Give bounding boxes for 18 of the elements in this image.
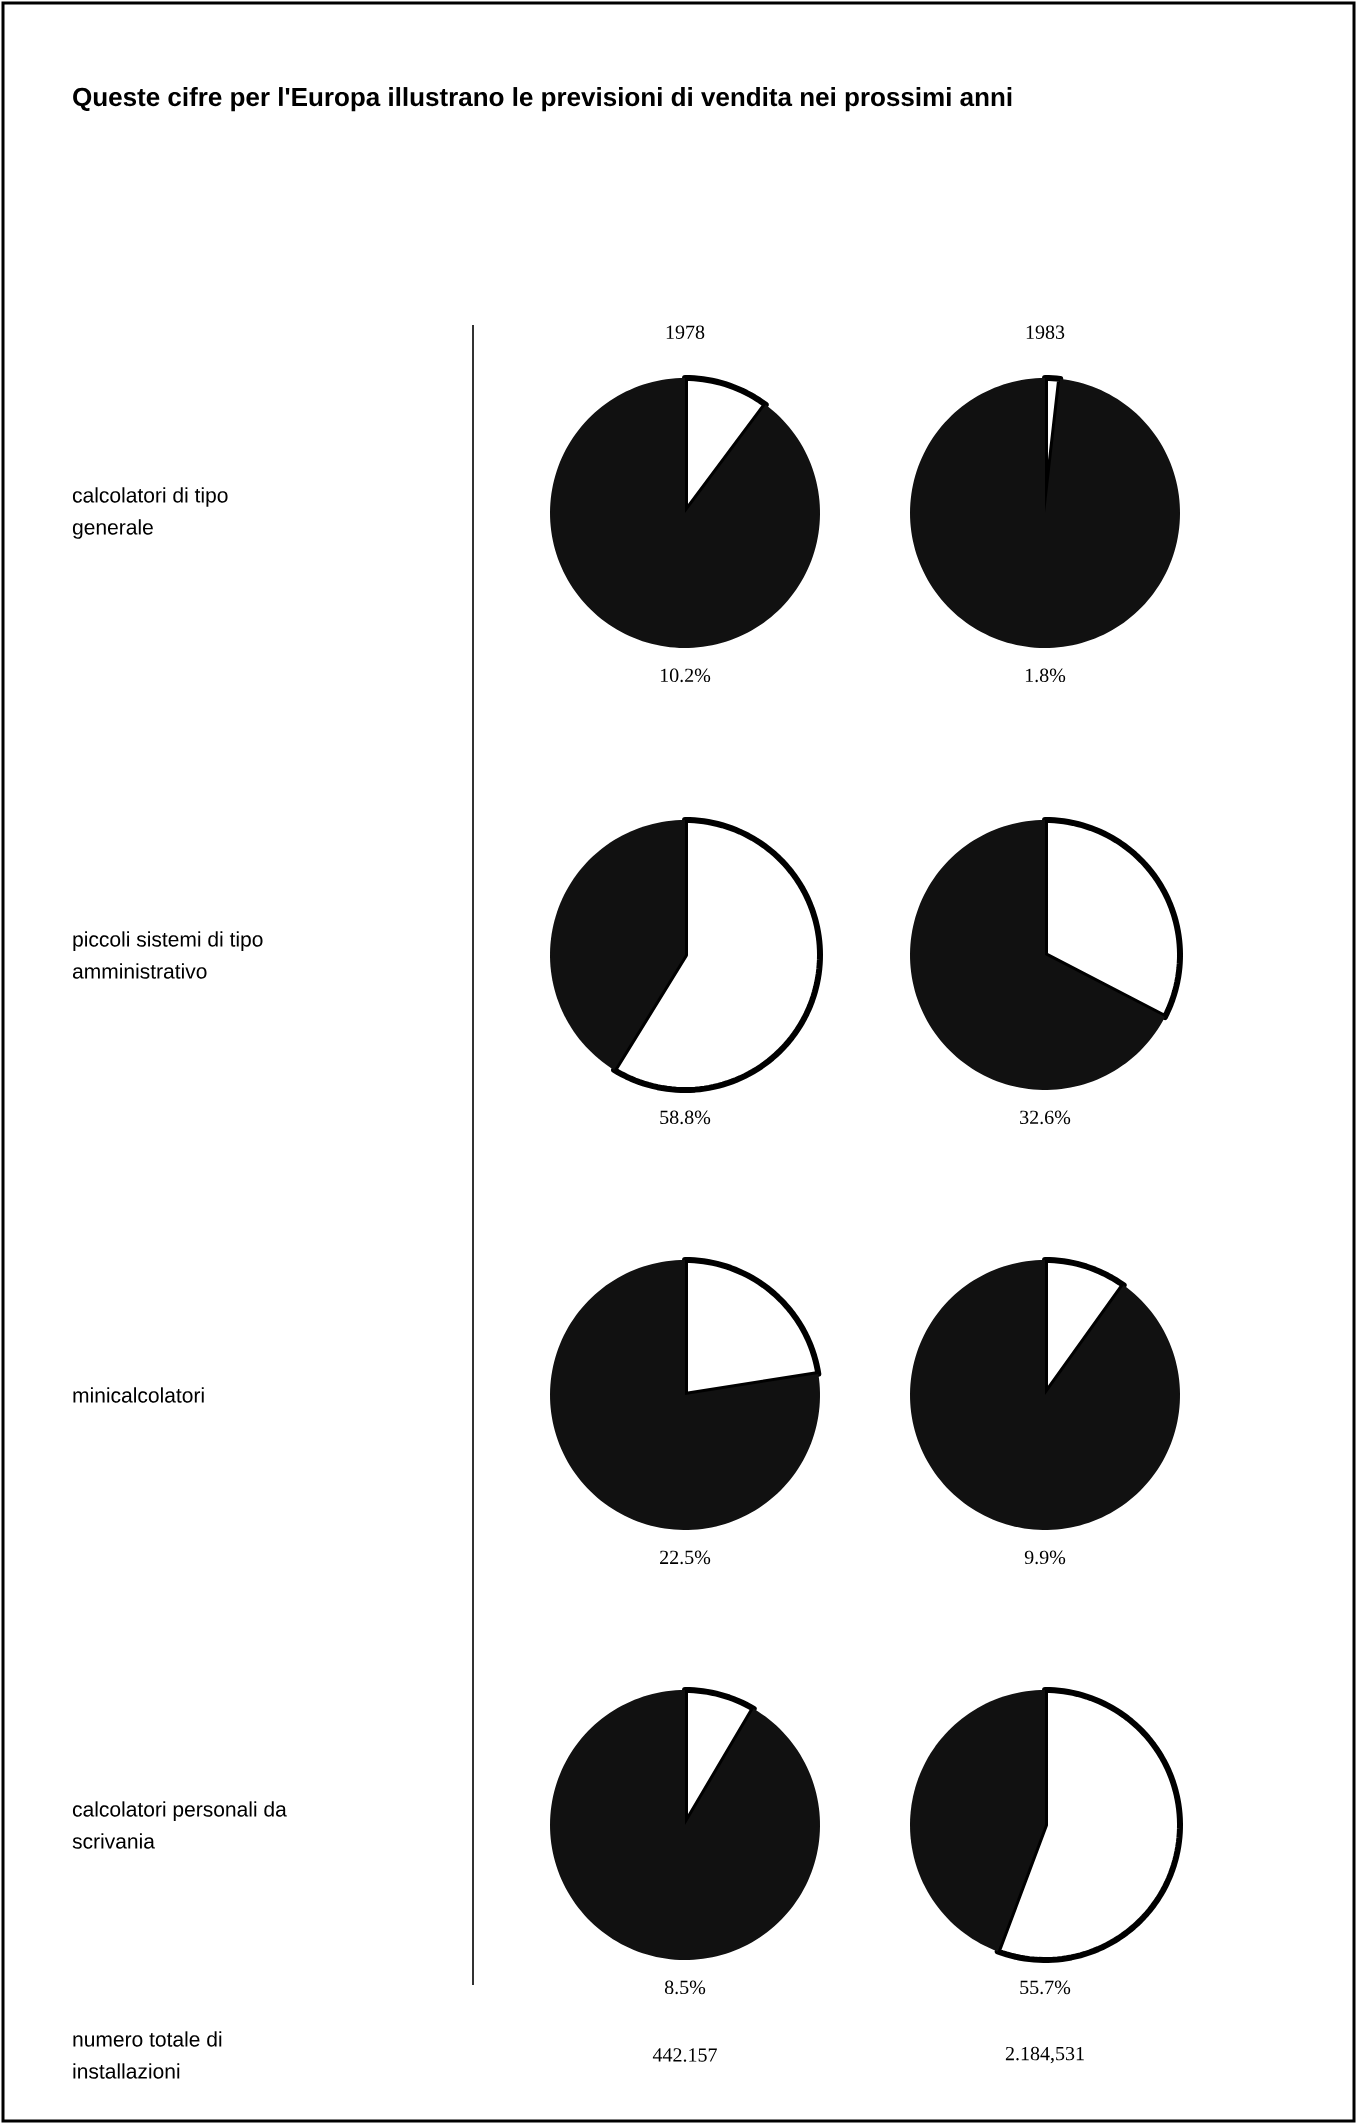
text: calcolatori personali da scrivania bbox=[72, 1801, 287, 1849]
text: 32.6% bbox=[1020, 1110, 1071, 1125]
text: piccoli sistemi di tipo amministrativo bbox=[72, 931, 263, 979]
chart-title: 1978 bbox=[666, 325, 705, 339]
chart-title: 1983 bbox=[1026, 325, 1065, 339]
text: 8.5% bbox=[664, 1980, 706, 1995]
text: numero totale di installazioni bbox=[73, 2031, 222, 2079]
text: 442.157 bbox=[652, 2048, 717, 2062]
text: calcolatori di tipo generale bbox=[72, 487, 228, 539]
text: minicalcolatori bbox=[73, 1387, 204, 1403]
text: Queste cifre per l'Europa illustrano le previsioni di vendita nei prossimi anni bbox=[73, 87, 1012, 112]
text: 2.184,531 bbox=[1005, 2046, 1084, 2064]
text: 10.2% bbox=[660, 668, 711, 683]
text: 22.5% bbox=[660, 1550, 711, 1565]
text: 55.7% bbox=[1020, 1980, 1071, 1995]
text: 1.8% bbox=[1025, 668, 1066, 683]
text: 58.8% bbox=[660, 1110, 711, 1125]
text: 9.9% bbox=[1024, 1550, 1066, 1565]
